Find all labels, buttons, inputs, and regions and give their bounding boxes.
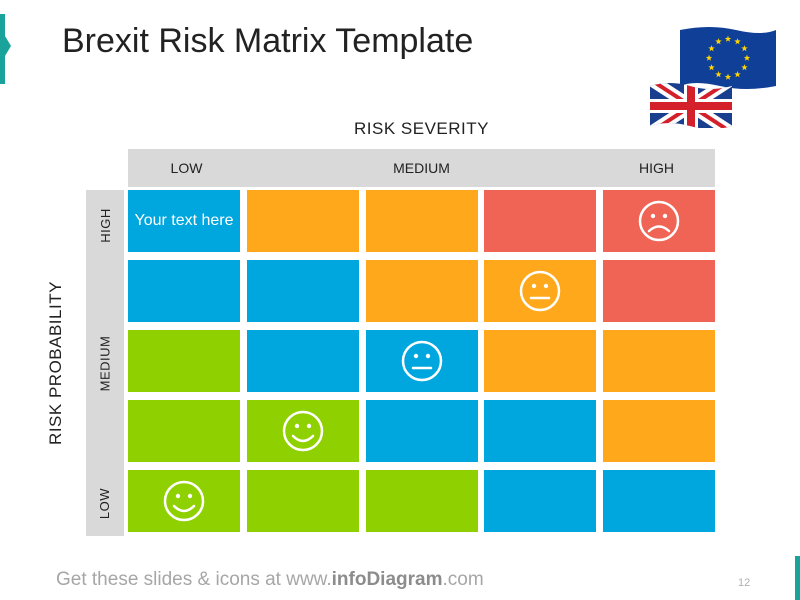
matrix-cell-r3-c4	[484, 330, 597, 392]
risk-probability-axis-label: RISK PROBABILITY	[46, 281, 66, 445]
severity-low-label: LOW	[170, 160, 203, 176]
eu-flag-icon	[680, 27, 776, 89]
matrix-cell-r3-c3	[365, 330, 478, 392]
matrix-cell-r1-c5	[603, 190, 715, 252]
accent-arrow-left	[5, 36, 11, 56]
matrix-cell-r5-c3	[365, 470, 478, 532]
matrix-cell-r4-c2	[246, 400, 359, 462]
risk-matrix-grid: Your text here	[128, 190, 715, 536]
matrix-cell-r5-c5	[603, 470, 715, 532]
matrix-cell-r5-c1	[128, 470, 240, 532]
matrix-cell-r4-c3	[365, 400, 478, 462]
matrix-cell-r3-c5	[603, 330, 715, 392]
probability-low-label: LOW	[97, 487, 113, 519]
page-number: 12	[738, 577, 751, 589]
matrix-cell-r4-c5	[603, 400, 715, 462]
matrix-cell-r1-c4	[484, 190, 597, 252]
matrix-cell-r1-c2	[246, 190, 359, 252]
happy-face-icon	[282, 410, 323, 452]
neutral-face-icon	[520, 270, 561, 312]
footer-text[interactable]: Get these slides & icons at www.infoDiag…	[56, 569, 484, 590]
matrix-cell-r2-c3	[365, 260, 478, 322]
cell-placeholder-text[interactable]: Your text here	[134, 212, 234, 229]
matrix-cell-r2-c4	[484, 260, 597, 322]
accent-bar-left	[0, 14, 5, 84]
matrix-cell-r4-c4	[484, 400, 597, 462]
matrix-cell-r2-c2	[246, 260, 359, 322]
happy-face-icon	[163, 480, 205, 522]
matrix-cell-r5-c2	[246, 470, 359, 532]
matrix-cell-r2-c1	[128, 260, 240, 322]
neutral-face-icon	[401, 340, 442, 382]
probability-medium-label: MEDIUM	[97, 335, 113, 391]
matrix-cell-r3-c1	[128, 330, 240, 392]
probability-high-label: HIGH	[97, 207, 113, 243]
sad-face-icon	[638, 200, 680, 242]
risk-severity-axis-label: RISK SEVERITY	[354, 119, 489, 138]
severity-header-bar: LOW MEDIUM HIGH	[128, 149, 715, 187]
matrix-cell-r1-c3	[365, 190, 478, 252]
severity-medium-label: MEDIUM	[393, 160, 450, 176]
matrix-cell-r3-c2	[246, 330, 359, 392]
page-title: Brexit Risk Matrix Template	[62, 22, 474, 60]
flags-group	[650, 27, 776, 128]
matrix-cell-r1-c1: Your text here	[128, 190, 240, 252]
accent-bar-right	[795, 556, 800, 600]
matrix-cell-r5-c4	[484, 470, 597, 532]
matrix-cell-r4-c1	[128, 400, 240, 462]
matrix-cell-r2-c5	[603, 260, 715, 322]
probability-header-bar: HIGH MEDIUM LOW	[86, 190, 124, 536]
severity-high-label: HIGH	[639, 160, 674, 176]
